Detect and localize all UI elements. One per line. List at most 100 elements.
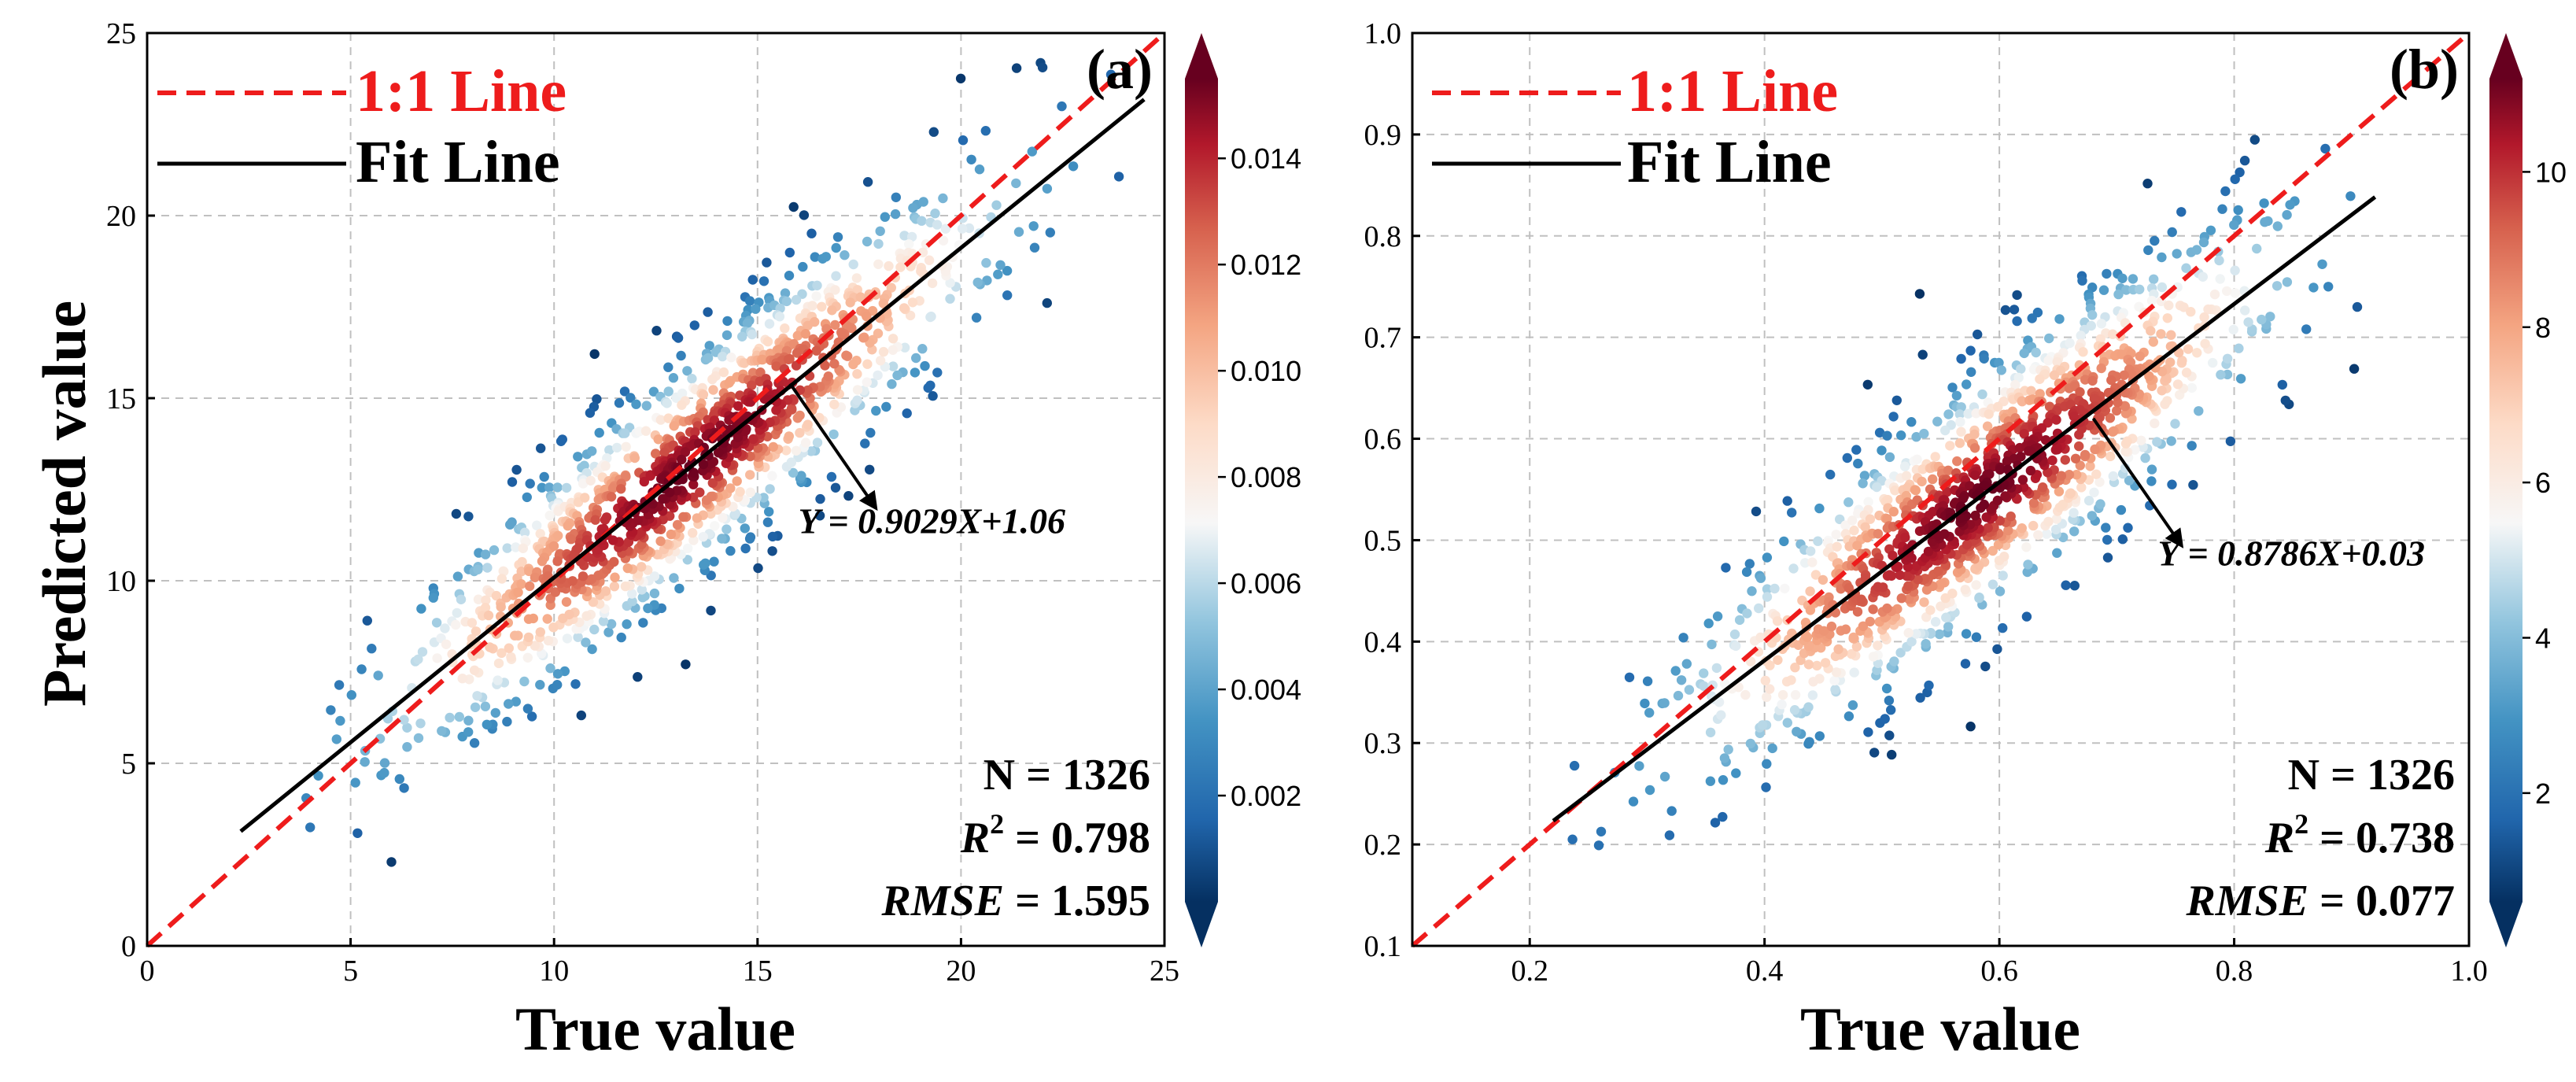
scatter-point <box>552 482 563 493</box>
scatter-point <box>1002 265 1013 276</box>
scatter-point <box>305 822 316 833</box>
scatter-point <box>589 624 600 635</box>
scatter-point <box>2077 275 2087 286</box>
scatter-point <box>815 493 825 504</box>
stat-r2-symbol-a: R <box>960 814 990 862</box>
scatter-point <box>600 586 611 596</box>
scatter-point <box>658 493 668 504</box>
scatter-point <box>2188 480 2198 490</box>
scatter-point <box>2164 300 2174 311</box>
scatter-point <box>1779 536 1789 547</box>
scatter-point <box>784 247 795 258</box>
scatter-point <box>758 354 768 365</box>
scatter-point <box>1842 452 1852 463</box>
scatter-point <box>1810 570 1821 580</box>
scatter-point <box>452 607 462 619</box>
scatter-point <box>2051 514 2061 524</box>
scatter-point <box>1840 520 1851 530</box>
scatter-point <box>826 471 837 482</box>
scatter-point <box>1751 506 1762 517</box>
scatter-point <box>852 395 862 405</box>
scatter-point <box>1979 353 1989 364</box>
scatter-point <box>1956 353 1966 364</box>
scatter-point <box>573 632 583 642</box>
scatter-point <box>587 446 597 456</box>
scatter-point <box>1742 608 1752 619</box>
scatter-point <box>2209 289 2220 300</box>
scatter-point <box>2108 427 2118 437</box>
scatter-point <box>1699 681 1709 692</box>
scatter-point <box>609 582 620 592</box>
scatter-point <box>2096 319 2107 329</box>
scatter-point <box>1676 675 1687 685</box>
scatter-point <box>1877 445 1887 456</box>
scatter-point <box>677 388 688 399</box>
scatter-point <box>768 441 778 452</box>
scatter-point <box>1011 178 1021 189</box>
scatter-point <box>1710 818 1721 828</box>
scatter-point <box>786 457 796 467</box>
scatter-point <box>890 209 901 220</box>
scatter-point <box>2116 504 2127 515</box>
scatter-point <box>2277 379 2287 390</box>
scatter-point <box>2265 312 2275 322</box>
scatter-point <box>1705 776 1716 786</box>
legend-label-fit-b: Fit Line <box>1627 129 1832 195</box>
scatter-point <box>830 319 840 331</box>
scatter-point <box>683 543 693 554</box>
scatter-point <box>1930 452 1940 462</box>
scatter-point <box>539 471 549 482</box>
scatter-point <box>799 210 810 220</box>
scatter-point <box>703 353 714 364</box>
scatter-point <box>1903 594 1914 604</box>
scatter-point <box>884 260 894 271</box>
scatter-point <box>791 294 802 305</box>
scatter-point <box>2044 333 2054 344</box>
scatter-point <box>1659 698 1670 708</box>
colorbar-b-bottom-extend <box>2489 902 2522 947</box>
scatter-point <box>1849 525 1859 536</box>
scatter-point <box>845 297 855 308</box>
scatter-point <box>561 596 572 607</box>
scatter-point <box>812 438 823 448</box>
scatter-point <box>810 316 820 327</box>
scatter-point <box>2230 288 2241 298</box>
scatter-point <box>1762 552 1773 563</box>
scatter-point <box>2249 135 2260 145</box>
scatter-point <box>2260 217 2270 227</box>
scatter-point <box>810 252 821 262</box>
scatter-point <box>2272 281 2283 291</box>
x-tick-label: 0.6 <box>1980 955 2018 988</box>
scatter-point <box>2061 580 2071 590</box>
scatter-point <box>2123 523 2133 533</box>
scatter-point <box>924 255 935 265</box>
y-tick-label: 15 <box>106 382 136 415</box>
scatter-point <box>603 627 614 637</box>
scatter-point <box>590 515 600 525</box>
scatter-point <box>379 758 390 768</box>
scatter-point <box>888 345 899 355</box>
scatter-point <box>483 610 494 621</box>
scatter-point <box>1777 700 1787 710</box>
scatter-point <box>873 259 884 269</box>
scatter-point <box>737 331 747 342</box>
scatter-point <box>502 716 512 727</box>
scatter-point <box>1714 697 1725 707</box>
colorbar-b-top-extend <box>2489 33 2522 79</box>
scatter-point <box>2054 314 2065 324</box>
scatter-point <box>767 531 778 542</box>
scatter-point <box>980 126 991 136</box>
fit-equation-a: Y = 0.9029X+1.06 <box>788 382 1065 541</box>
x-tick-label: 25 <box>1150 955 1179 988</box>
scatter-point <box>892 370 902 381</box>
scatter-point <box>706 605 716 616</box>
scatter-point <box>570 679 581 689</box>
scatter-point <box>932 367 943 378</box>
scatter-point <box>724 415 734 425</box>
scatter-point <box>668 373 679 383</box>
scatter-point <box>848 359 858 370</box>
scatter-point <box>1068 161 1079 172</box>
scatter-point <box>2021 611 2032 622</box>
scatter-point <box>1956 427 1966 437</box>
scatter-point <box>1856 594 1866 604</box>
